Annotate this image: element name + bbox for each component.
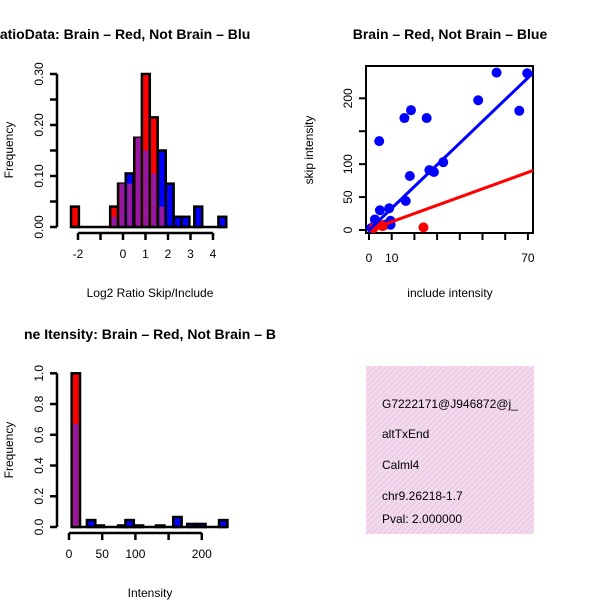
info-panel: G7222171@J946872@j_ altTxEnd Calml4 chr9… <box>366 366 534 534</box>
info-line-gene: Calml4 <box>382 458 420 472</box>
intensity-scatter-title: Brain – Red, Not Brain – Blue <box>353 26 548 42</box>
not-brain-point <box>374 136 385 147</box>
info-line-event-id: G7222171@J946872@j_ <box>382 397 518 411</box>
y-tick-label: 0.4 <box>32 457 46 474</box>
not-brain-point <box>405 105 416 116</box>
histogram-bar <box>217 215 228 229</box>
histogram-bar <box>193 205 204 229</box>
info-line-location: chr9.26218-1.7 <box>382 489 463 503</box>
scatter-plot-box <box>365 65 534 234</box>
brain-fit-line <box>368 168 533 232</box>
intensity-histogram-axes: 0.0 0.2 0.4 0.6 0.8 1.0 0 50 100 200 <box>32 365 212 561</box>
not-brain-point <box>491 67 502 78</box>
histogram-bar-overlap <box>151 173 157 226</box>
intensity-scatter: Brain – Red, Not Brain – Blue 0 10 70 0 50 10… <box>302 26 547 300</box>
not-brain-fit-line <box>367 70 533 232</box>
scatter-points <box>366 67 533 233</box>
x-tick-label: 0 <box>366 251 373 265</box>
ratio-histogram-axes: 0.00 0.10 0.20 0.30 -2 0 1 2 3 4 <box>32 62 217 261</box>
ratio-histogram: RatioData: Brain – Red, Not Brain – Blu … <box>0 26 250 300</box>
x-tick-label: 200 <box>192 547 212 561</box>
histogram-bar <box>180 215 191 229</box>
info-panel-background <box>366 366 534 534</box>
y-tick-label: 0.2 <box>32 488 46 505</box>
histogram-bar-overlap <box>73 424 79 526</box>
y-tick-label: 0.10 <box>32 164 46 188</box>
scatter-xlabel: include intensity <box>407 286 492 300</box>
x-tick-label: 0 <box>66 547 73 561</box>
ratio-histogram-ylabel: Frequency <box>2 122 16 179</box>
intensity-histogram-ylabel: Frequency <box>2 422 16 479</box>
not-brain-point <box>514 105 525 116</box>
intensity-histogram-bars <box>70 372 229 529</box>
y-tick-label: 0.8 <box>32 395 46 412</box>
not-brain-point <box>404 171 415 182</box>
intensity-histogram-xlabel: Intensity <box>128 586 173 600</box>
scatter-clip <box>366 67 533 233</box>
x-tick-label: 4 <box>210 247 217 261</box>
scatter-ylabel: skip intensity <box>302 116 316 185</box>
x-tick-label: 100 <box>125 547 145 561</box>
x-tick-label: 0 <box>120 247 127 261</box>
ratio-histogram-xlabel: Log2 Ratio Skip/Include <box>87 286 214 300</box>
x-tick-label: -2 <box>73 247 84 261</box>
intensity-histogram: ne Itensity: Brain – Red, Not Brain – B … <box>2 326 276 600</box>
not-brain-point <box>384 203 395 214</box>
y-tick-label: 0.30 <box>32 62 46 86</box>
ratio-histogram-title: RatioData: Brain – Red, Not Brain – Blu <box>0 26 250 42</box>
x-tick-label: 3 <box>187 247 194 261</box>
y-tick-label: 0.20 <box>32 113 46 137</box>
histogram-bar-overlap <box>135 137 141 226</box>
y-tick-label: 100 <box>341 154 355 174</box>
x-tick-label: 2 <box>165 247 172 261</box>
y-tick-label: 0 <box>341 226 355 233</box>
ratio-histogram-bars <box>69 72 228 229</box>
info-line-event-type: altTxEnd <box>382 427 429 441</box>
y-tick-label: 200 <box>341 88 355 108</box>
x-tick-label: 10 <box>385 251 399 265</box>
brain-point <box>418 222 429 233</box>
y-tick-label: 50 <box>341 190 355 204</box>
not-brain-point <box>399 113 410 124</box>
not-brain-point <box>421 113 432 124</box>
x-tick-label: 1 <box>142 247 149 261</box>
histogram-bar <box>171 515 183 529</box>
histogram-bar-overlap <box>127 183 133 226</box>
scatter-axes: 0 10 70 0 50 100 200 <box>341 88 535 265</box>
info-line-pval: Pval: 2.000000 <box>382 512 462 526</box>
x-tick-label: 50 <box>96 547 110 561</box>
intensity-histogram-title: ne Itensity: Brain – Red, Not Brain – B <box>24 326 276 342</box>
y-tick-label: 1.0 <box>32 365 46 382</box>
histogram-bar-overlap <box>143 150 149 226</box>
histogram-bar <box>69 205 81 229</box>
y-tick-label: 0.0 <box>32 518 46 535</box>
histogram-bar-overlap <box>119 183 125 226</box>
histogram-bar-overlap <box>111 216 117 226</box>
not-brain-point <box>374 205 385 216</box>
not-brain-point <box>473 95 484 106</box>
histogram-bar <box>164 182 175 229</box>
y-tick-label: 0.00 <box>32 215 46 239</box>
histogram-bar-overlap <box>159 206 165 226</box>
x-tick-label: 70 <box>521 251 535 265</box>
y-tick-label: 0.6 <box>32 426 46 443</box>
